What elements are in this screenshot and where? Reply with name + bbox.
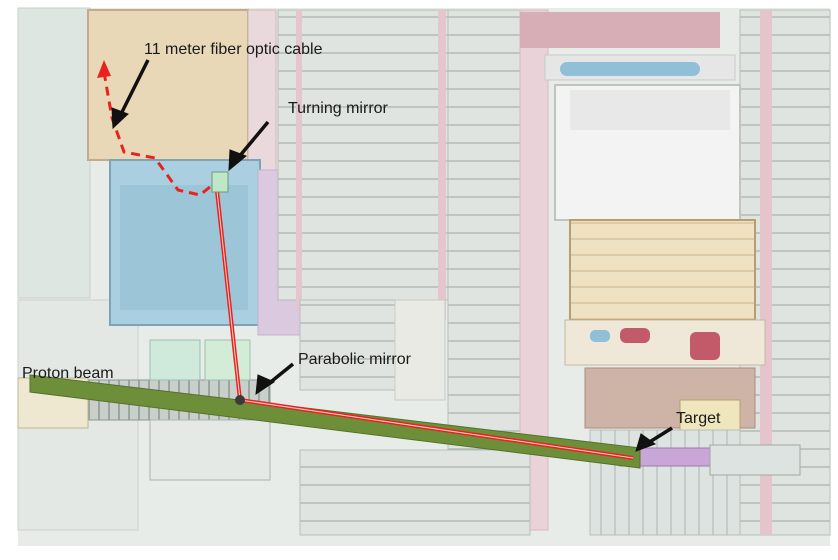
detector-block-2 <box>204 339 251 381</box>
detector-block-1 <box>149 339 201 381</box>
top-red-bar <box>520 12 720 48</box>
proton-beam <box>29 374 641 469</box>
parabolic-mirror-marker <box>235 395 245 405</box>
blue-pipe-low <box>590 330 610 342</box>
arrow-target-line <box>647 426 673 445</box>
middle-frame-line <box>296 10 302 310</box>
arrow-target-head <box>635 433 657 452</box>
lower-center-box <box>394 299 446 401</box>
detector-lower <box>149 419 271 481</box>
label-turning-mirror: Turning mirror <box>288 100 388 117</box>
right-pink-frame <box>760 10 772 535</box>
label-parabolic-mirror: Parabolic mirror <box>298 351 411 368</box>
red-part-2 <box>690 332 720 360</box>
label-fiber-cable: 11 meter fiber optic cable <box>144 41 323 58</box>
target-assembly <box>564 319 766 366</box>
arrow-turning-head <box>228 149 247 172</box>
upper-tan-chamber <box>87 9 249 161</box>
callout-arrows <box>111 59 673 452</box>
label-proton-beam: Proton beam <box>22 365 114 382</box>
label-target: Target <box>676 410 721 427</box>
left-wall <box>17 7 91 299</box>
lower-mid-block <box>299 449 531 536</box>
beam-end-block <box>709 444 801 476</box>
arrow-turning-line <box>236 120 270 160</box>
left-lower-block <box>17 419 139 531</box>
turning-mirror-mount <box>211 171 229 193</box>
tan-target-chamber <box>569 219 756 321</box>
arrow-fiber-line <box>119 59 150 115</box>
arrow-parabolic-head <box>255 374 276 396</box>
white-chamber-lip <box>570 90 730 130</box>
middle-frame-line-2 <box>438 10 446 320</box>
arrow-fiber-head <box>111 107 129 130</box>
blue-pipe-top <box>560 62 700 76</box>
fiber-arrowhead <box>97 60 111 78</box>
red-part-1 <box>620 328 650 343</box>
